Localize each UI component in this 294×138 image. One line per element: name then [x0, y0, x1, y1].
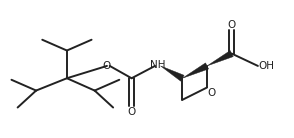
Text: O: O: [228, 20, 236, 30]
Polygon shape: [182, 63, 208, 78]
Polygon shape: [207, 51, 233, 66]
Text: O: O: [208, 88, 216, 98]
Text: OH: OH: [259, 61, 275, 71]
Text: O: O: [128, 107, 136, 117]
Polygon shape: [161, 66, 184, 81]
Text: O: O: [103, 61, 111, 71]
Text: NH: NH: [150, 60, 166, 71]
